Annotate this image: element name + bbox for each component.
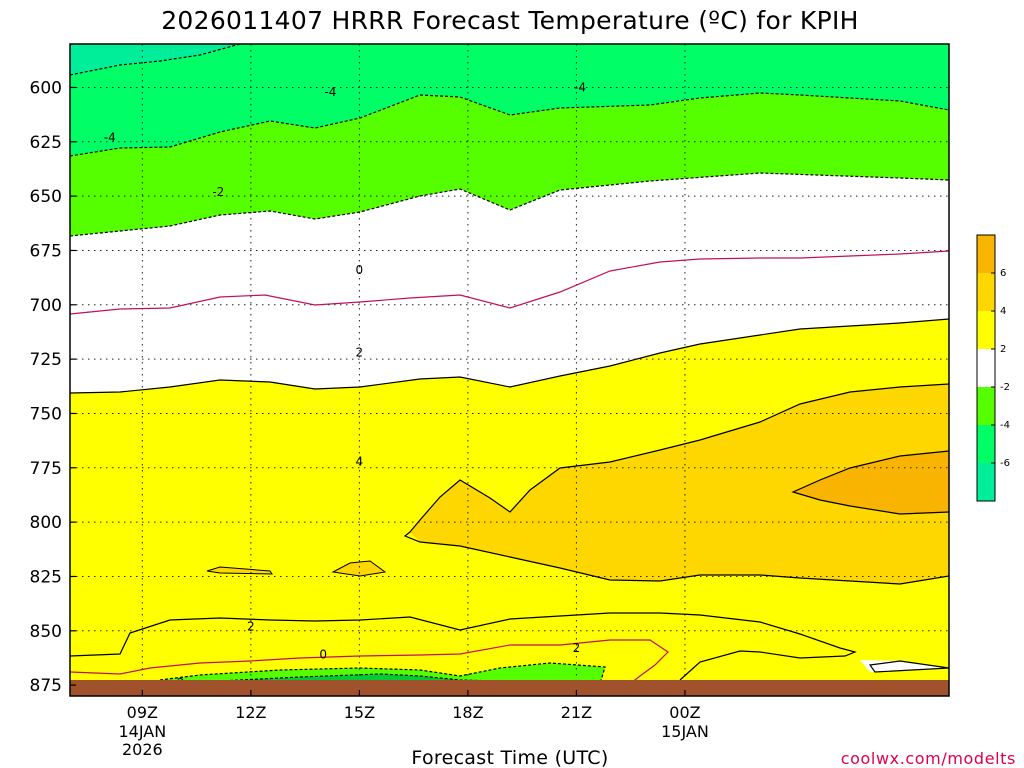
y-tick-label-700: 700 <box>30 296 62 316</box>
contour-label-3: -2 <box>212 185 224 199</box>
colorbar-tick-label-4: -4 <box>1000 420 1010 431</box>
contour-label-5: 2 <box>356 346 364 360</box>
contour-0-lower <box>70 639 669 685</box>
y-tick-label-650: 650 <box>30 187 62 207</box>
y-tick-label-750: 750 <box>30 404 62 424</box>
contour-label-0: -4 <box>324 85 336 99</box>
patch-4-6-a <box>206 566 273 575</box>
y-tick-label-725: 725 <box>30 350 62 370</box>
chart-title: 2026011407 HRRR Forecast Temperature (ºC… <box>161 6 859 35</box>
y-tick-label-775: 775 <box>30 459 62 479</box>
band-below-minus6 <box>70 44 240 75</box>
band-minus4-minus6 <box>70 44 949 156</box>
x-tick-date-09Z: 14JAN <box>118 722 166 741</box>
contour-2-upper <box>70 318 949 394</box>
contour-label-7: 2 <box>247 619 255 633</box>
band-2-4 <box>70 319 949 684</box>
contour-label-1: -4 <box>574 80 586 94</box>
y-tick-label-675: 675 <box>30 241 62 261</box>
y-tick-label-850: 850 <box>30 622 62 642</box>
colorbar-bin-5 <box>977 425 995 463</box>
colorbar-tick-label-5: -6 <box>1000 458 1010 469</box>
contour-lines <box>70 44 949 685</box>
y-tick-label-875: 875 <box>30 676 62 696</box>
contour-4 <box>403 383 949 585</box>
contour-minus2-lower <box>159 662 606 685</box>
colorbar: 6 4 2 -2 -4 -6 <box>976 234 1010 502</box>
y-tick-label-800: 800 <box>30 513 62 533</box>
band-6-8 <box>793 451 949 514</box>
x-tick-label-00Z: 00Z <box>669 703 700 722</box>
contour-label-2: -4 <box>104 130 116 144</box>
plot-frame <box>69 43 950 697</box>
x-tick-label-15Z: 15Z <box>344 703 375 722</box>
colorbar-bin-2 <box>977 311 995 349</box>
y-tick-label-825: 825 <box>30 567 62 587</box>
x-tick-label-21Z: 21Z <box>561 703 592 722</box>
colorbar-bin-6 <box>977 463 995 501</box>
contour-6 <box>791 450 949 515</box>
y-tick-label-625: 625 <box>30 133 62 153</box>
contour-2-right-pocket <box>868 660 949 673</box>
contour-0-upper <box>70 250 949 315</box>
band-4-6 <box>410 384 949 584</box>
colorbar-tick-label-3: -2 <box>1000 382 1010 393</box>
x-tick-label-09Z: 09Z <box>127 703 158 722</box>
x-tick-year-09Z: 2026 <box>122 740 163 759</box>
contour-2-lower <box>70 612 857 681</box>
x-axis-label: Forecast Time (UTC) <box>411 747 608 768</box>
contour-label-4: 0 <box>356 263 364 277</box>
colorbar-bin-3 <box>977 349 995 387</box>
contour-label-8: 0 <box>319 648 327 662</box>
colorbar-tick-label-0: 6 <box>1000 268 1006 279</box>
contour-label-6: 4 <box>356 454 364 468</box>
colorbar-tick-label-2: 2 <box>1000 344 1006 355</box>
y-tick-label-600: 600 <box>30 78 62 98</box>
x-tick-label-18Z: 18Z <box>452 703 483 722</box>
contour-minus4 <box>70 92 949 157</box>
colorbar-bin-4 <box>977 387 995 425</box>
x-tick-date-00Z: 15JAN <box>661 722 709 741</box>
x-tick-label-12Z: 12Z <box>235 703 266 722</box>
colorbar-bin-1 <box>977 273 995 311</box>
contour-minus6 <box>70 44 241 76</box>
y-axis: 600 625 650 675 700 725 750 775 800 825 850 875 <box>30 78 76 696</box>
colorbar-bin-0 <box>977 235 995 273</box>
credit-link[interactable]: coolwx.com/modelts <box>841 749 1016 768</box>
surface-terrain <box>70 680 949 696</box>
colorbar-tick-label-1: 4 <box>1000 306 1006 317</box>
contour-label-11: 2 <box>573 641 581 655</box>
patch-4-6-b <box>331 560 387 577</box>
contour-minus2 <box>70 172 949 237</box>
colorbar-frame <box>976 234 996 502</box>
